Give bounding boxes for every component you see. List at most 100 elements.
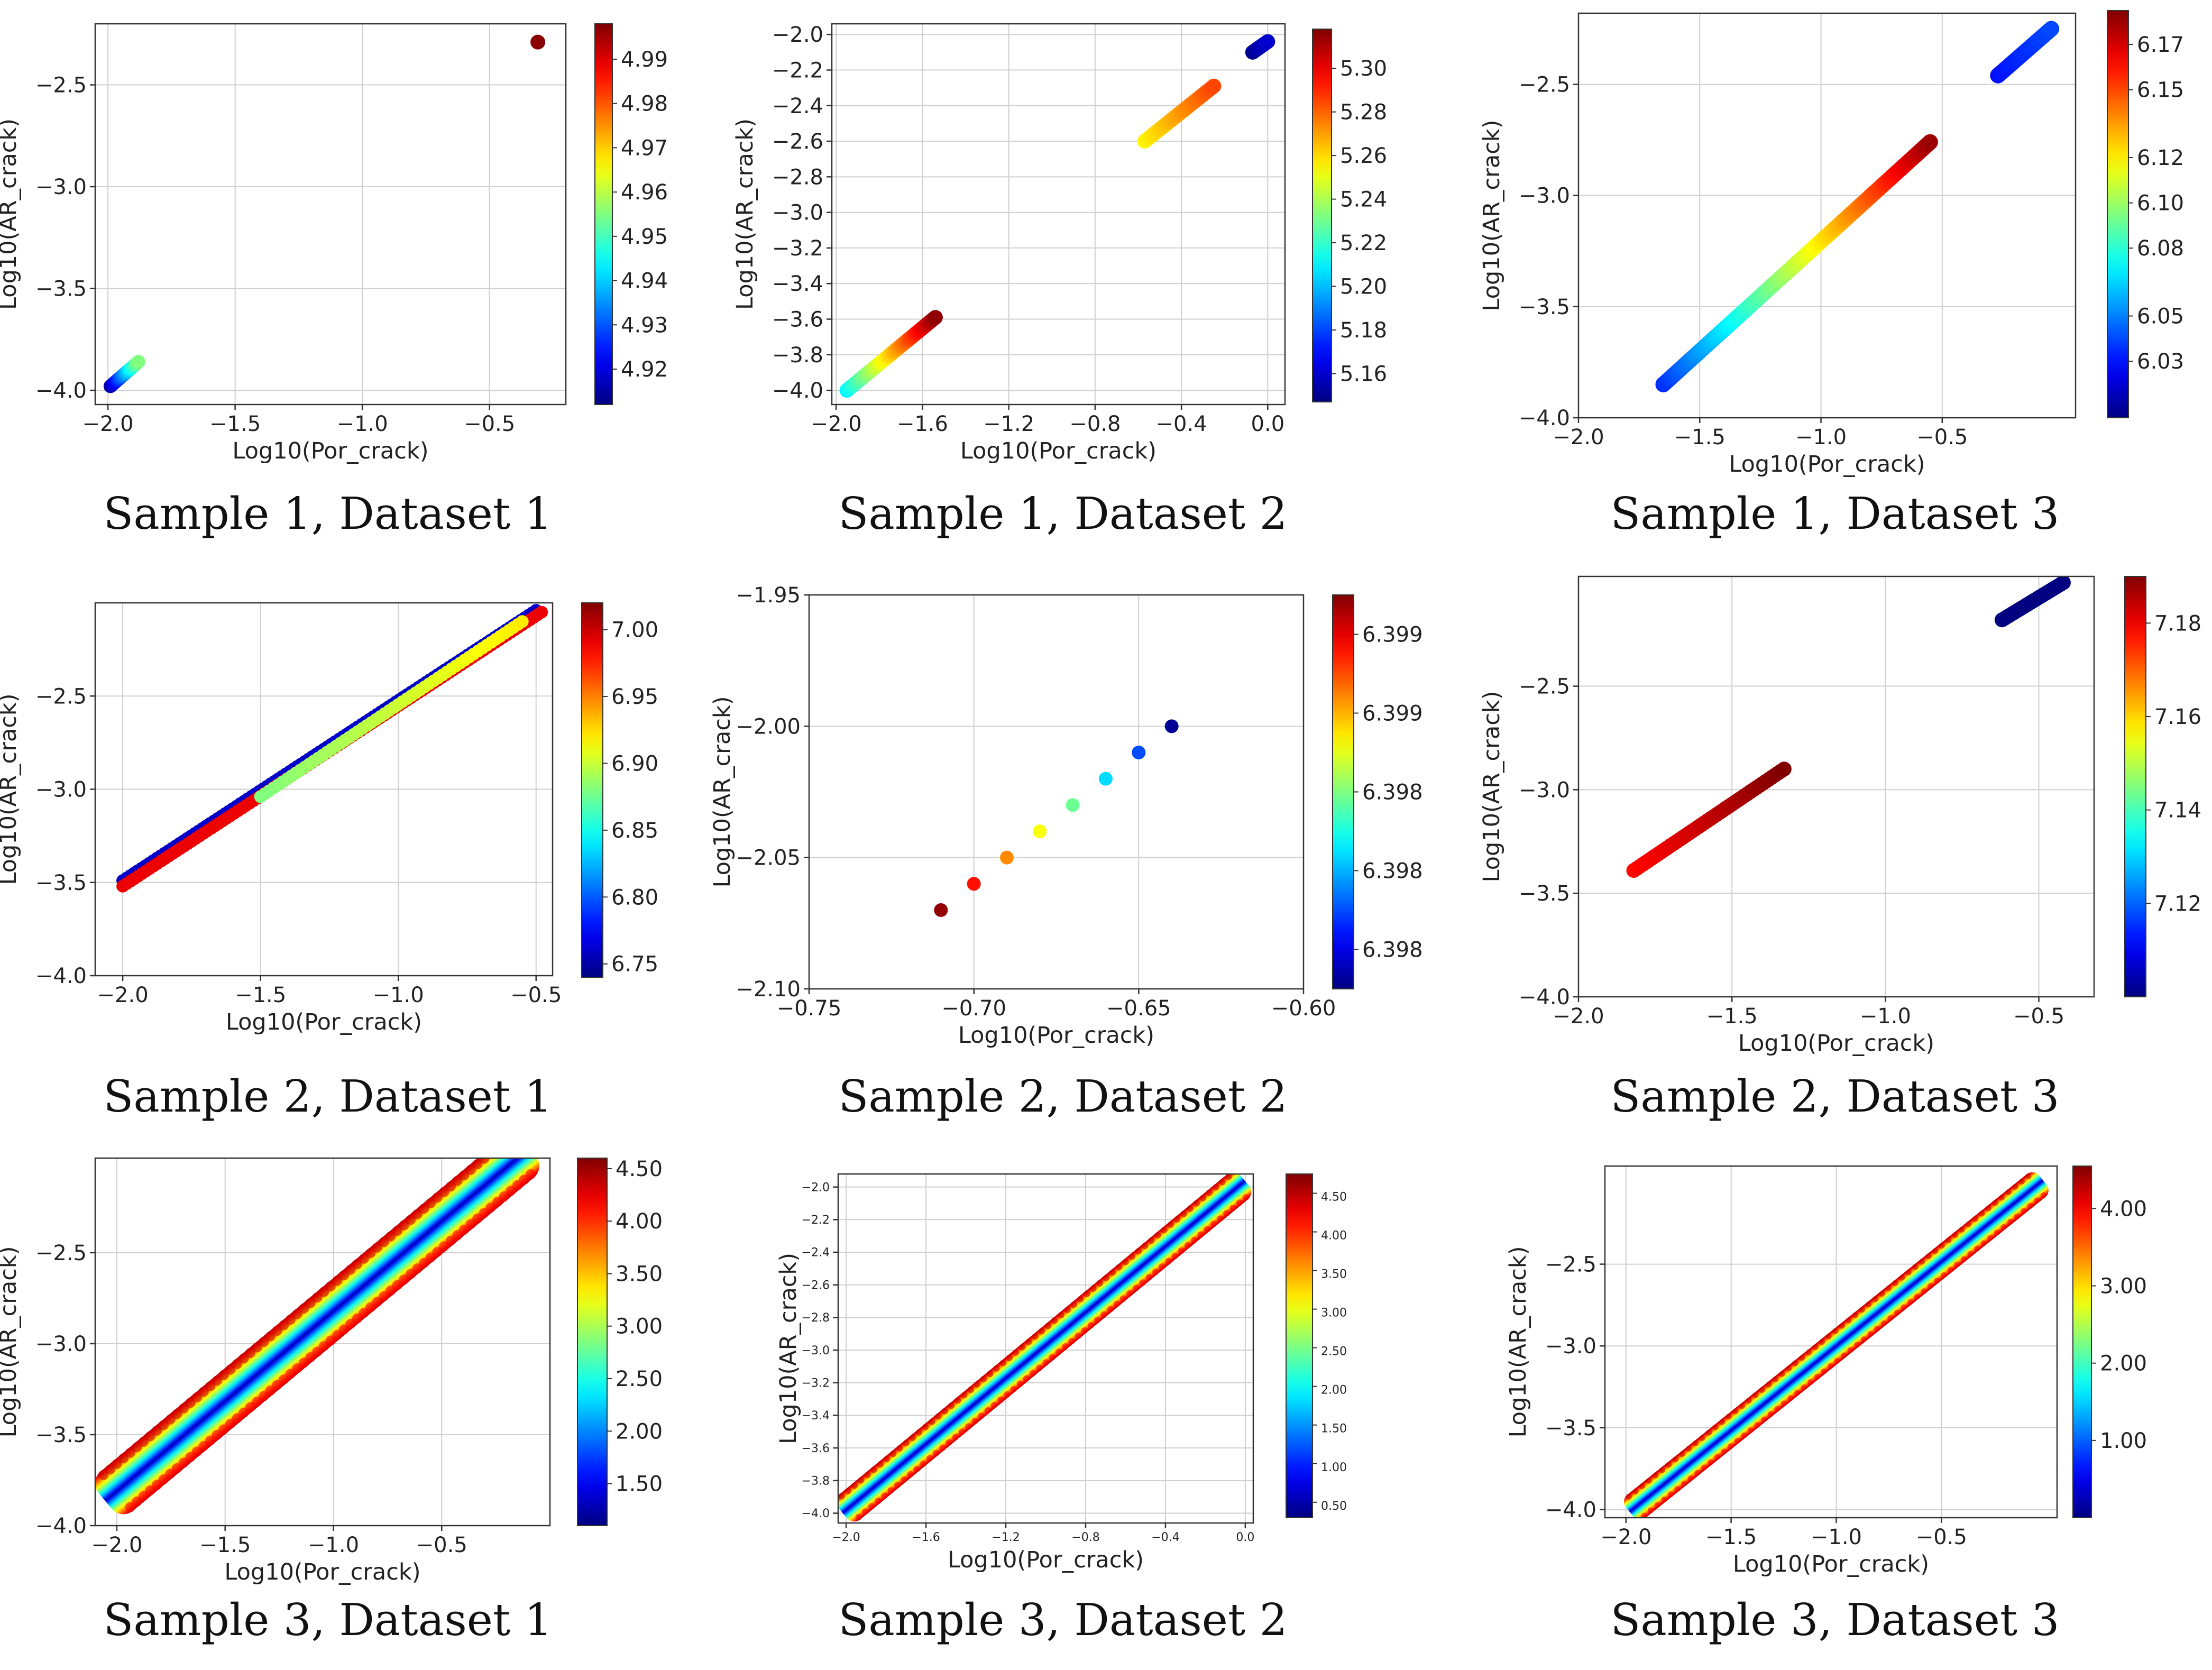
y-tick-label: −2.5 <box>35 684 87 709</box>
scatter-point <box>1985 1205 1991 1212</box>
scatter-point <box>1679 1451 1685 1457</box>
scatter-point <box>875 1498 882 1504</box>
scatter-point <box>1945 1237 1952 1244</box>
x-tick-label: −1.5 <box>199 1533 251 1557</box>
scatter-point <box>1058 1311 1064 1319</box>
scatter-point <box>145 1431 155 1442</box>
scatter-point <box>1705 1429 1712 1436</box>
scatter-point <box>1919 1259 1925 1265</box>
scatter-point <box>1659 1467 1665 1473</box>
scatter-point <box>1987 1235 1994 1241</box>
panel-s3d3: −2.0 −1.5 −1.0 −0.5 −4.0 −3.5 −3.0 −2.5 Log10(Po… <box>1505 1165 2147 1646</box>
scatter-point <box>272 1325 282 1336</box>
y-tick-label: −3.5 <box>35 277 87 301</box>
scatter-point <box>1116 1264 1123 1271</box>
x-tick-label: −2.0 <box>91 1533 142 1557</box>
scatter-point <box>1164 719 1179 733</box>
y-axis-label: Log10(AR_crack) <box>775 1253 802 1444</box>
colorbar-tick-label: 2.00 <box>2100 1352 2147 1376</box>
scatter-point <box>379 1236 389 1247</box>
scatter-point <box>332 1330 343 1341</box>
scatter-point <box>1187 1205 1194 1212</box>
y-tick-label: −3.8 <box>772 343 823 368</box>
scatter-point <box>1025 1338 1032 1345</box>
scatter-point <box>928 310 943 325</box>
scatter-point <box>1019 1344 1026 1351</box>
scatter-point <box>1197 1231 1204 1238</box>
y-tick-label: −4.0 <box>35 379 87 403</box>
scatter-point <box>365 1247 376 1259</box>
scatter-point <box>1119 1295 1127 1302</box>
scatter-point <box>1646 1478 1652 1484</box>
data-area <box>838 1174 1252 1522</box>
scatter-point <box>392 1280 402 1290</box>
scatter-point <box>896 1445 903 1452</box>
y-tick-label: −1.95 <box>736 583 801 608</box>
colorbar-tick-label: 4.93 <box>621 313 668 337</box>
x-tick-label: −0.75 <box>777 996 842 1021</box>
scatter-point <box>971 1418 978 1425</box>
y-tick-label: −3.4 <box>802 1409 830 1423</box>
y-tick-label: −4.0 <box>1519 985 1570 1010</box>
scatter-point <box>1852 1312 1859 1318</box>
colorbar-tick-label: 6.399 <box>1362 702 1423 726</box>
scatter-point <box>465 1164 476 1175</box>
colorbar-tick-label: 4.00 <box>2100 1197 2147 1221</box>
scatter-point <box>272 1380 282 1390</box>
scatter-point <box>1223 1210 1230 1217</box>
colorbar-tick-label: 7.18 <box>2154 611 2201 636</box>
x-tick-label: −1.5 <box>1674 425 1725 449</box>
scatter-point <box>1087 1322 1095 1329</box>
x-tick-label: −2.0 <box>82 412 133 436</box>
scatter-point <box>1787 1395 1794 1401</box>
scatter-point <box>1746 1398 1752 1404</box>
scatter-point <box>205 1381 216 1391</box>
scatter-point <box>1885 1285 1892 1292</box>
scatter-point <box>359 1253 369 1264</box>
scatter-point <box>1122 1259 1129 1265</box>
colorbar-tick-label: 6.12 <box>2137 146 2184 170</box>
colorbar <box>2124 576 2146 997</box>
y-tick-label: −2.6 <box>802 1279 830 1292</box>
scatter-point <box>1847 1347 1853 1353</box>
scatter-point <box>993 1365 1000 1372</box>
y-tick-label: −2.00 <box>736 714 801 739</box>
colorbar-tick-label: 1.00 <box>1321 1461 1347 1474</box>
colorbar <box>577 1158 608 1526</box>
scatter-point <box>1113 1300 1121 1307</box>
colorbar-tick-label: 4.98 <box>621 92 668 116</box>
scatter-point <box>2034 1197 2040 1204</box>
band-fill <box>95 1158 539 1515</box>
scatter-point <box>312 1346 323 1357</box>
scatter-point <box>1772 1376 1778 1382</box>
scatter-point <box>900 1476 907 1483</box>
scatter-point <box>2021 1208 2027 1214</box>
scatter-point <box>1213 1184 1219 1191</box>
scatter-point <box>903 1439 910 1447</box>
x-tick-label: −0.5 <box>464 412 515 436</box>
scatter-point <box>225 1364 236 1375</box>
scatter-point <box>984 1407 991 1414</box>
scatter-point <box>439 1241 449 1252</box>
colorbar-tick-label: 6.10 <box>2137 191 2184 216</box>
scatter-point <box>980 1375 987 1383</box>
panel-caption: Sample 3, Dataset 3 <box>1611 1594 2060 1646</box>
scatter-point <box>907 1471 914 1478</box>
colorbar-tick-label: 3.00 <box>616 1315 663 1339</box>
scatter-point <box>1739 1403 1746 1409</box>
panel-s1d2: −2.0 −1.6 −1.2 −0.8 −0.4 0.0 −4.0 −3.8 −3.6 −3.4 −… <box>732 23 1387 539</box>
scatter-point <box>1152 1269 1159 1276</box>
scatter-point <box>1927 1283 1934 1289</box>
scatter-point <box>352 1313 363 1324</box>
scatter-point <box>252 1342 262 1353</box>
y-tick-label: −3.0 <box>1519 778 1570 802</box>
scatter-point <box>1922 134 1938 150</box>
scatter-point <box>1128 1253 1135 1260</box>
x-tick-label: −0.8 <box>1071 1531 1099 1544</box>
x-axis-label: Log10(Por_crack) <box>948 1547 1144 1573</box>
scatter-point <box>883 1455 891 1463</box>
scatter-point <box>1145 1274 1153 1281</box>
colorbar-tick-label: 5.28 <box>1340 100 1387 125</box>
scatter-point <box>1639 1483 1646 1489</box>
scatter-point <box>1834 1357 1840 1364</box>
